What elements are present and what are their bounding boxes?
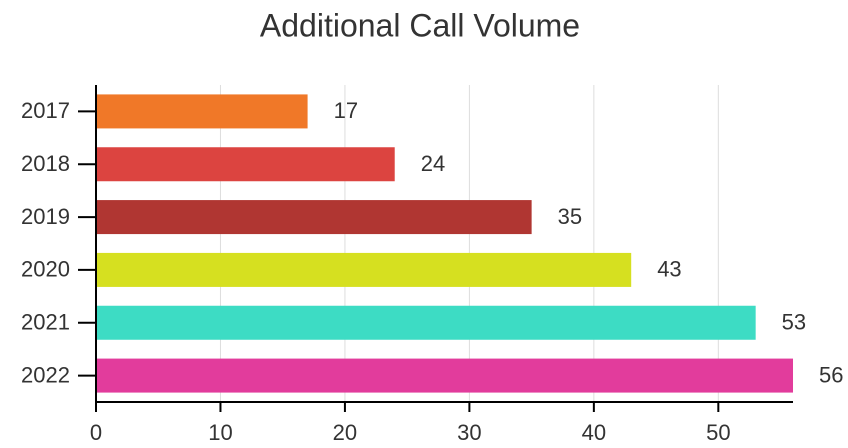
data-label: 43 xyxy=(657,257,681,282)
bar xyxy=(96,358,793,393)
data-label: 24 xyxy=(421,151,445,176)
x-tick-label: 40 xyxy=(582,420,606,445)
y-tick-label: 2020 xyxy=(21,257,70,282)
bar xyxy=(96,252,632,287)
y-tick-label: 2019 xyxy=(21,204,70,229)
x-tick-label: 10 xyxy=(208,420,232,445)
data-label: 56 xyxy=(819,362,843,387)
y-tick-label: 2022 xyxy=(21,362,70,387)
y-tick-label: 2018 xyxy=(21,151,70,176)
data-label: 35 xyxy=(558,204,582,229)
bar xyxy=(96,94,308,129)
data-label: 53 xyxy=(782,310,806,335)
x-tick-label: 20 xyxy=(333,420,357,445)
y-tick-label: 2021 xyxy=(21,310,70,335)
y-tick-label: 2017 xyxy=(21,98,70,123)
x-tick-label: 50 xyxy=(706,420,730,445)
data-label: 17 xyxy=(334,98,358,123)
x-tick-label: 30 xyxy=(457,420,481,445)
chart-title: Additional Call Volume xyxy=(260,7,580,43)
bar xyxy=(96,200,532,235)
x-tick-label: 0 xyxy=(90,420,102,445)
bar xyxy=(96,147,395,182)
bar xyxy=(96,305,756,340)
